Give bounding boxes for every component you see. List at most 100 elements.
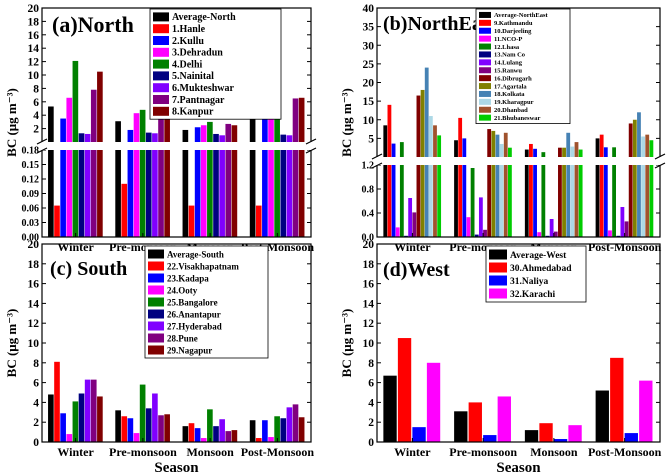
- legend: Average-South 22.Visakhapatnam 23.Kadapa 24…: [144, 245, 269, 359]
- bar: [637, 112, 641, 237]
- legend-label: 1.Hanle: [172, 24, 206, 35]
- legend-label: 11.NCO-P: [494, 36, 522, 43]
- chart-panel: 0 2 4 6 8 10 12 14 16 18 20 Winter Pre-monsoon Monsoo…: [4, 239, 314, 475]
- bar: [158, 116, 164, 237]
- bar: [213, 426, 219, 442]
- y-tick-label: 8: [33, 83, 39, 95]
- bar: [219, 135, 225, 237]
- x-tick-label: Pre-monsoon: [449, 445, 517, 459]
- bar: [194, 127, 201, 237]
- y-tick-label: 12: [363, 318, 375, 330]
- legend-swatch: [153, 47, 169, 57]
- bar: [412, 427, 426, 442]
- bar: [145, 132, 152, 237]
- legend-label: 6.Mukteshwar: [172, 83, 235, 94]
- bar: [207, 121, 213, 237]
- bar: [164, 105, 170, 238]
- bar: [262, 420, 268, 442]
- legend-label: 28.Pune: [167, 333, 198, 343]
- bar: [182, 426, 189, 442]
- axis-break-mark: [654, 153, 666, 160]
- axis-break-mark: [305, 138, 317, 145]
- y-axis-label: BC (μg m⁻³): [4, 88, 19, 157]
- bar: [524, 149, 529, 237]
- bar: [649, 140, 654, 237]
- y-tick-label: 0.8: [362, 185, 375, 196]
- bar: [292, 98, 299, 237]
- y-tick-label: 4: [33, 397, 39, 409]
- bar: [268, 119, 274, 237]
- legend-label: 23.Kadapa: [167, 273, 209, 283]
- bar: [483, 229, 487, 237]
- bar: [426, 362, 441, 442]
- bar: [570, 146, 575, 237]
- y-tick-label: 0.06: [22, 204, 40, 215]
- legend-swatch: [153, 106, 169, 116]
- bar: [466, 217, 471, 237]
- y-tick-label: 6: [33, 378, 39, 390]
- y-tick-label: 16: [28, 279, 40, 291]
- y-tick-label: 2: [368, 417, 374, 429]
- legend-swatch: [479, 11, 491, 18]
- bar: [458, 117, 463, 237]
- panel-title: (b)NorthEast: [383, 13, 497, 35]
- bar: [292, 404, 299, 442]
- legend-label: 3.Dehradun: [172, 48, 223, 59]
- legend-label: Average-North: [172, 12, 236, 23]
- bar: [599, 134, 604, 237]
- legend-swatch: [153, 36, 169, 45]
- y-tick-label: 6: [368, 378, 374, 390]
- y-tick-label: 18: [28, 16, 40, 28]
- y-tick-label: 10: [28, 70, 40, 82]
- bar: [632, 119, 637, 237]
- y-axis-label: BC (μg m⁻³): [4, 309, 19, 378]
- y-tick-label: 5: [368, 133, 374, 145]
- legend-swatch: [153, 12, 169, 22]
- legend-swatch: [148, 321, 164, 331]
- legend-label: 15.Ranwu: [494, 67, 522, 74]
- y-tick-label: 12: [28, 57, 40, 69]
- bar: [491, 130, 496, 237]
- bar: [182, 129, 189, 237]
- legend-label: 2.Kullu: [172, 36, 204, 47]
- bar: [298, 97, 305, 237]
- x-axis-label: Season: [154, 460, 199, 475]
- bar: [152, 393, 158, 442]
- bar: [412, 212, 417, 237]
- legend-label: 20.Dhanbad: [494, 107, 528, 114]
- y-tick-label: 0.00: [22, 233, 40, 244]
- bar: [231, 430, 238, 442]
- bar: [620, 207, 625, 237]
- y-tick-label: 0.12: [22, 175, 40, 186]
- legend-label: 32.Karachi: [510, 290, 555, 300]
- legend-swatch: [153, 24, 169, 34]
- bar: [188, 205, 195, 237]
- bar: [478, 197, 483, 237]
- legend-label: 8.Kanpur: [172, 107, 214, 118]
- y-tick-label: 18: [28, 259, 40, 271]
- legend-swatch: [153, 71, 169, 81]
- bar: [624, 433, 638, 442]
- y-tick-label: 16: [363, 279, 375, 291]
- bar: [483, 435, 497, 442]
- legend-label: 16.Dibrugarh: [494, 75, 532, 82]
- bar: [545, 235, 550, 237]
- bar: [200, 438, 207, 442]
- bar: [90, 379, 97, 442]
- x-tick-label: Post-Monsoon: [241, 445, 315, 459]
- bar: [610, 357, 624, 442]
- chart-panel: 0 2 4 6 8 10 12 14 16 18 20 Winter Pre-monsoon Monsoo…: [339, 239, 662, 475]
- bar: [225, 431, 232, 442]
- legend-swatch: [479, 51, 491, 58]
- y-tick-label: 20: [363, 78, 375, 90]
- bar: [255, 438, 262, 442]
- bar: [194, 428, 201, 442]
- y-tick-label: 35: [363, 22, 375, 34]
- bar: [164, 414, 170, 442]
- bar: [529, 143, 533, 237]
- bar: [115, 121, 121, 237]
- bar: [395, 227, 400, 237]
- bar: [139, 384, 146, 442]
- bar: [133, 113, 140, 237]
